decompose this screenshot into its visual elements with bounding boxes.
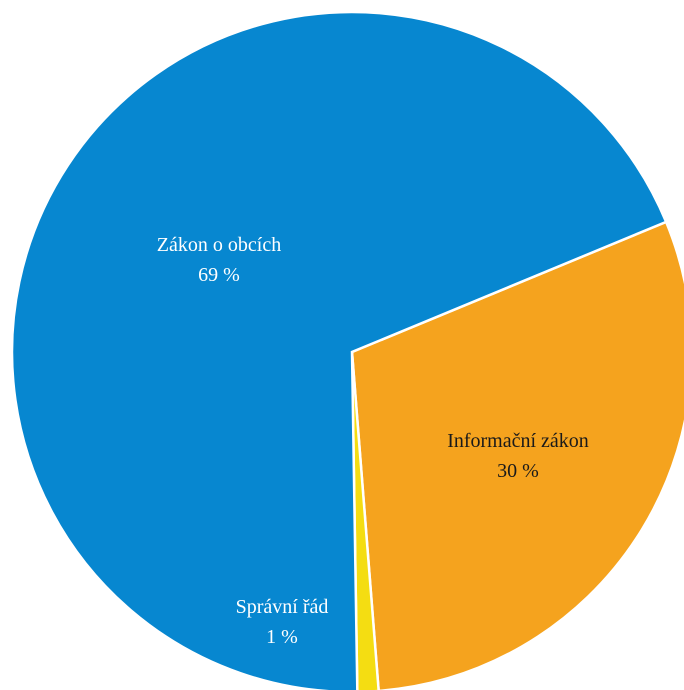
pie-slices	[10, 10, 684, 690]
slice-label-informacni-zakon: Informační zákon 30 %	[447, 430, 589, 482]
slice-label-value: 69 %	[198, 264, 240, 286]
pie-slice-zakon-o-obcich	[10, 10, 668, 690]
slice-label-name: Správní řád	[236, 596, 329, 618]
slice-label-name: Informační zákon	[447, 430, 589, 452]
pie-slice-informacni-zakon	[350, 220, 684, 690]
slice-labels: Informační zákon 30 % Správní řád 1 % Zákon …	[157, 234, 589, 648]
pie-slice-spravni-rad	[350, 351, 380, 690]
slice-label-spravni-rad: Správní řád 1 %	[236, 596, 329, 648]
slice-label-value: 30 %	[497, 460, 539, 482]
slice-label-name: Zákon o obcích	[157, 234, 281, 256]
slice-label-value: 1 %	[266, 626, 298, 648]
slice-label-zakon-o-obcich: Zákon o obcích 69 %	[157, 234, 281, 286]
